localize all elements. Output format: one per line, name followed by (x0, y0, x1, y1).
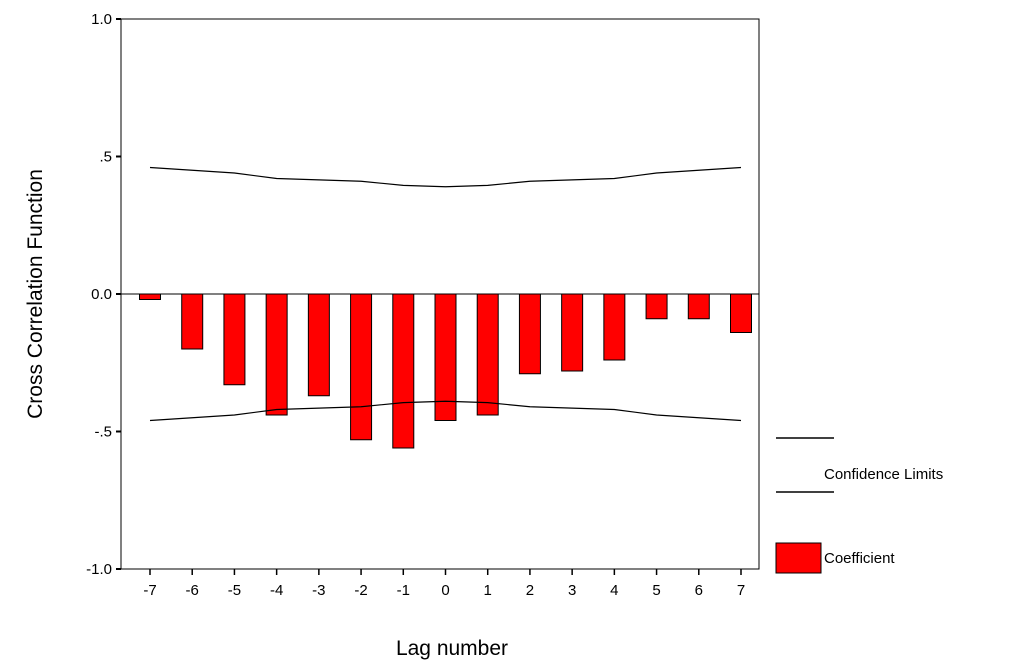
bar (518, 293, 541, 375)
confidence-line-lower (149, 400, 742, 422)
x-tick-label: 2 (526, 582, 534, 599)
x-tick-label: -4 (270, 582, 283, 599)
y-axis-title: Cross Correlation Function (24, 169, 47, 419)
bar (392, 293, 415, 449)
x-tick-label: 0 (441, 582, 449, 599)
x-tick-label: -3 (312, 582, 325, 599)
y-tick-label: 0.0 (91, 286, 112, 303)
bar (687, 293, 710, 320)
bar (645, 293, 668, 320)
confidence-lines (149, 166, 742, 422)
y-tick-label: .5 (99, 149, 112, 166)
legend: Confidence Limits Coefficient (775, 437, 943, 574)
legend-coefficient-label: Coefficient (824, 550, 895, 567)
x-tick-label: 4 (610, 582, 618, 599)
bar (730, 293, 752, 333)
bar (139, 293, 161, 300)
x-tick-label: -5 (228, 582, 241, 599)
bar (350, 293, 373, 441)
bars (139, 293, 752, 449)
bar (223, 293, 246, 386)
confidence-line-upper (149, 166, 742, 188)
x-tick-label: 1 (484, 582, 492, 599)
bar (181, 293, 204, 350)
x-tick-label: -2 (354, 582, 367, 599)
x-tick-label: -7 (143, 582, 156, 599)
x-axis-title: Lag number (396, 637, 508, 660)
bar (603, 293, 626, 361)
x-tick-label: -1 (397, 582, 410, 599)
x-tick-label: 7 (737, 582, 745, 599)
y-tick-label: -.5 (94, 424, 112, 441)
bar (265, 293, 288, 416)
x-tick-label: 6 (695, 582, 703, 599)
y-tick-label: 1.0 (91, 11, 112, 28)
x-axis: -7 -6 -5 -4 -3 -2 -1 0 1 2 3 4 5 6 7 (143, 569, 745, 599)
bar (561, 293, 584, 372)
y-axis: 1.0 .5 0.0 -.5 -1.0 (86, 11, 121, 578)
x-tick-label: 5 (652, 582, 660, 599)
bar (476, 293, 499, 416)
x-tick-label: 3 (568, 582, 576, 599)
legend-coefficient-swatch (775, 542, 822, 574)
y-tick-label: -1.0 (86, 561, 112, 578)
bar (307, 293, 330, 397)
x-tick-label: -6 (186, 582, 199, 599)
legend-conf-label: Confidence Limits (824, 466, 943, 483)
